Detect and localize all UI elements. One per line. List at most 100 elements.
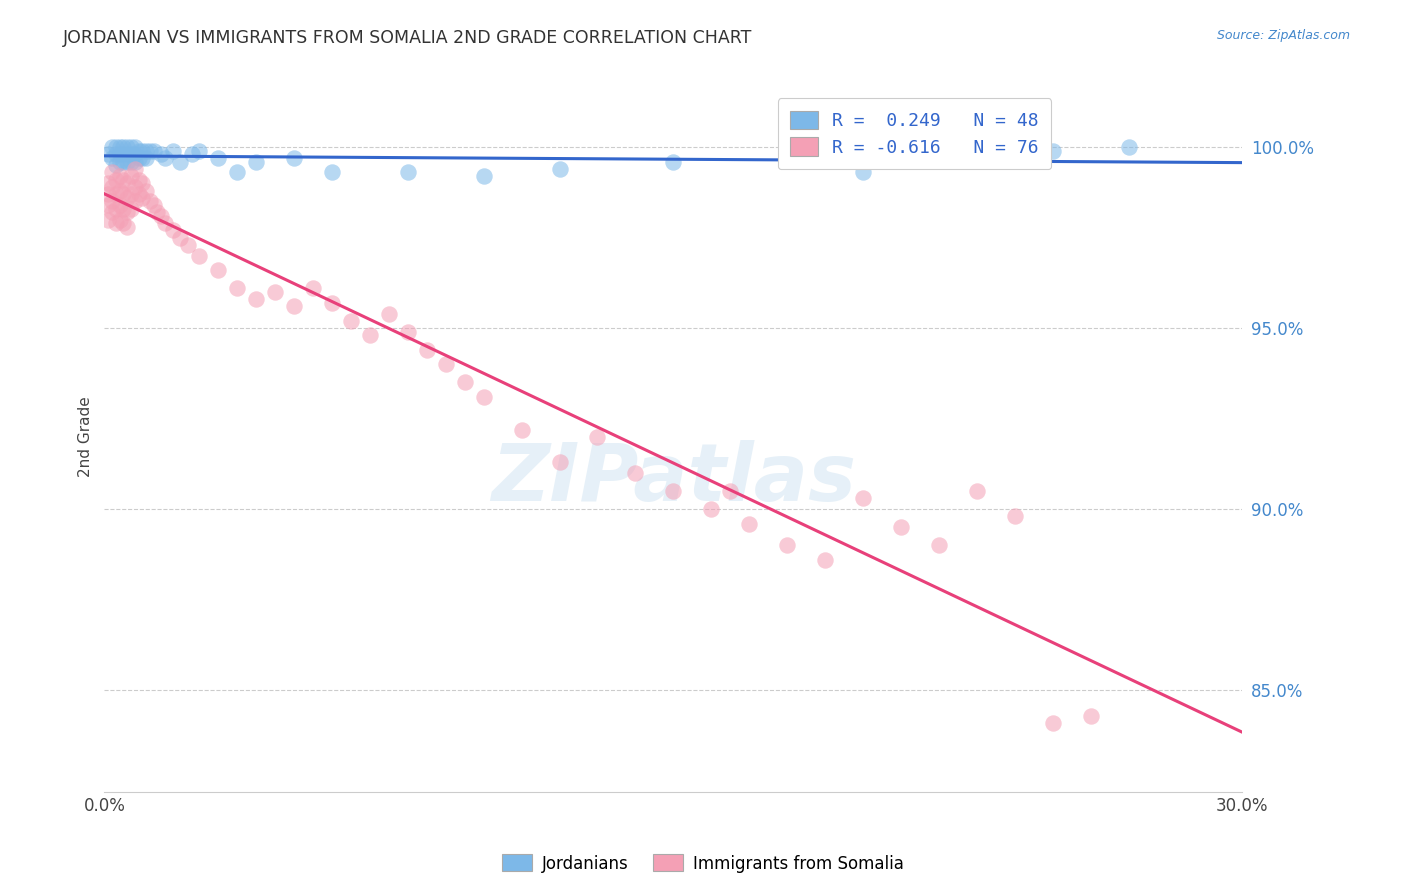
Point xyxy=(180,147,202,161)
Legend: R =  0.249   N = 48, R = -0.616   N = 76: R = 0.249 N = 48, R = -0.616 N = 76 xyxy=(778,98,1052,169)
Point xyxy=(108,169,131,183)
Point xyxy=(104,158,127,172)
Point xyxy=(104,187,127,202)
Point xyxy=(108,212,131,227)
Point xyxy=(112,216,135,230)
Point xyxy=(97,176,120,190)
Point xyxy=(115,140,138,154)
Point xyxy=(169,230,191,244)
Point xyxy=(101,180,124,194)
Point xyxy=(1080,708,1102,723)
Point xyxy=(124,194,146,209)
Point xyxy=(153,151,176,165)
Point xyxy=(128,151,150,165)
Point xyxy=(101,151,124,165)
Point xyxy=(548,161,571,176)
Point xyxy=(104,216,127,230)
Point xyxy=(142,198,165,212)
Point xyxy=(510,423,533,437)
Point xyxy=(124,154,146,169)
Point xyxy=(124,180,146,194)
Point xyxy=(283,151,305,165)
Point xyxy=(128,144,150,158)
Legend: Jordanians, Immigrants from Somalia: Jordanians, Immigrants from Somalia xyxy=(495,847,911,880)
Point xyxy=(108,184,131,198)
Point xyxy=(890,520,912,534)
Point xyxy=(139,194,162,209)
Point xyxy=(226,165,249,179)
Point xyxy=(177,238,200,252)
Point xyxy=(124,147,146,161)
Point xyxy=(124,161,146,176)
Point xyxy=(135,151,157,165)
Point xyxy=(104,172,127,186)
Point xyxy=(416,343,439,357)
Y-axis label: 2nd Grade: 2nd Grade xyxy=(79,396,93,477)
Point xyxy=(128,187,150,202)
Point xyxy=(131,176,153,190)
Point xyxy=(207,263,229,277)
Point xyxy=(245,154,267,169)
Point xyxy=(115,147,138,161)
Point xyxy=(340,314,363,328)
Point xyxy=(966,484,988,499)
Point xyxy=(624,466,647,480)
Point xyxy=(115,176,138,190)
Point xyxy=(302,281,325,295)
Point xyxy=(283,300,305,314)
Point xyxy=(150,147,173,161)
Point xyxy=(245,292,267,306)
Point xyxy=(1042,715,1064,730)
Point xyxy=(718,484,741,499)
Point xyxy=(928,147,950,161)
Point xyxy=(472,390,495,404)
Point xyxy=(135,144,157,158)
Point xyxy=(108,154,131,169)
Point xyxy=(135,184,157,198)
Point xyxy=(112,187,135,202)
Point xyxy=(112,172,135,186)
Point xyxy=(131,144,153,158)
Point xyxy=(108,147,131,161)
Point xyxy=(396,325,419,339)
Point xyxy=(188,249,211,263)
Point xyxy=(188,144,211,158)
Point xyxy=(264,285,287,299)
Point xyxy=(434,357,457,371)
Point xyxy=(776,538,799,552)
Point xyxy=(120,154,142,169)
Point xyxy=(101,194,124,209)
Point xyxy=(104,202,127,216)
Point xyxy=(108,198,131,212)
Point xyxy=(321,295,343,310)
Point xyxy=(852,491,875,506)
Point xyxy=(120,147,142,161)
Point xyxy=(97,212,120,227)
Point xyxy=(162,144,184,158)
Point xyxy=(97,198,120,212)
Point xyxy=(112,202,135,216)
Point xyxy=(112,154,135,169)
Point xyxy=(104,140,127,154)
Point xyxy=(321,165,343,179)
Point xyxy=(150,209,173,223)
Point xyxy=(97,187,120,202)
Point xyxy=(738,516,761,531)
Point xyxy=(146,205,169,219)
Point xyxy=(662,154,685,169)
Point xyxy=(928,538,950,552)
Point xyxy=(359,328,381,343)
Point xyxy=(120,169,142,183)
Point xyxy=(120,202,142,216)
Point xyxy=(814,553,837,567)
Point xyxy=(101,165,124,179)
Point xyxy=(131,191,153,205)
Point xyxy=(700,502,723,516)
Point xyxy=(115,154,138,169)
Point xyxy=(162,223,184,237)
Point xyxy=(115,219,138,234)
Point xyxy=(101,140,124,154)
Point xyxy=(153,216,176,230)
Point xyxy=(1118,140,1140,154)
Point xyxy=(108,140,131,154)
